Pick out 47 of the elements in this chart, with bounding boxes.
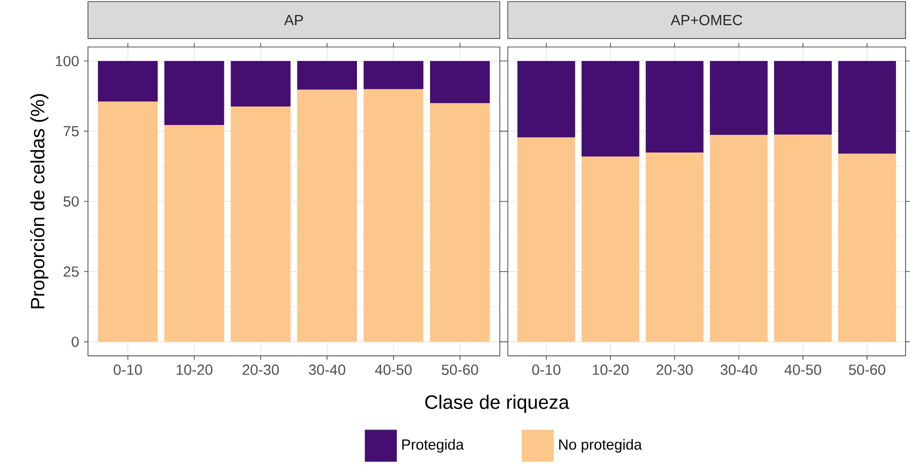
bar <box>517 61 576 138</box>
bar <box>430 103 490 342</box>
legend-label: No protegida <box>559 439 642 453</box>
x-tick-label: 30-40 <box>308 364 346 376</box>
bar <box>364 61 424 90</box>
y-axis-title: Proporción de celdas (%) <box>30 94 48 308</box>
bar <box>98 61 158 102</box>
chart-title: AP+OMEC <box>670 15 742 26</box>
y-tick-label: 50 <box>64 196 79 207</box>
bar <box>710 134 768 342</box>
x-tick-label: 40-50 <box>784 364 822 376</box>
x-tick-label: 50-60 <box>848 364 886 376</box>
bar <box>774 61 832 135</box>
x-tick-label: 30-40 <box>720 364 757 376</box>
y-tick-label: 75 <box>64 126 79 136</box>
x-tick-label: 10-20 <box>592 364 629 376</box>
bar <box>98 102 158 342</box>
bar <box>430 61 490 104</box>
x-tick-label: 20-30 <box>242 364 279 376</box>
bar <box>838 61 896 154</box>
bar <box>838 154 896 342</box>
bar <box>774 134 832 342</box>
bar <box>230 106 291 342</box>
x-tick-label: 20-30 <box>656 364 693 376</box>
bar <box>582 156 640 342</box>
bar <box>364 89 424 342</box>
x-tick-label: 50-60 <box>442 364 478 376</box>
x-tick-label: 0-10 <box>114 364 142 376</box>
bar <box>297 90 357 342</box>
bar <box>517 137 576 342</box>
x-axis-title: Clase de riqueza <box>425 394 570 413</box>
chart-title: AP <box>284 15 303 26</box>
x-tick-label: 0-10 <box>532 364 560 376</box>
y-tick-label: 25 <box>64 266 79 277</box>
x-tick-label: 10-20 <box>176 364 212 376</box>
y-tick-label: 100 <box>56 56 79 66</box>
x-tick-label: 40-50 <box>375 364 412 376</box>
bar <box>164 125 224 342</box>
bar <box>230 61 291 107</box>
bar <box>582 61 640 157</box>
bar <box>297 61 357 90</box>
bar <box>646 152 704 342</box>
bar <box>164 61 224 126</box>
legend-label: Protegida <box>402 439 464 453</box>
bar <box>646 61 704 153</box>
y-tick-label: 0 <box>72 336 79 348</box>
bar <box>710 61 768 135</box>
